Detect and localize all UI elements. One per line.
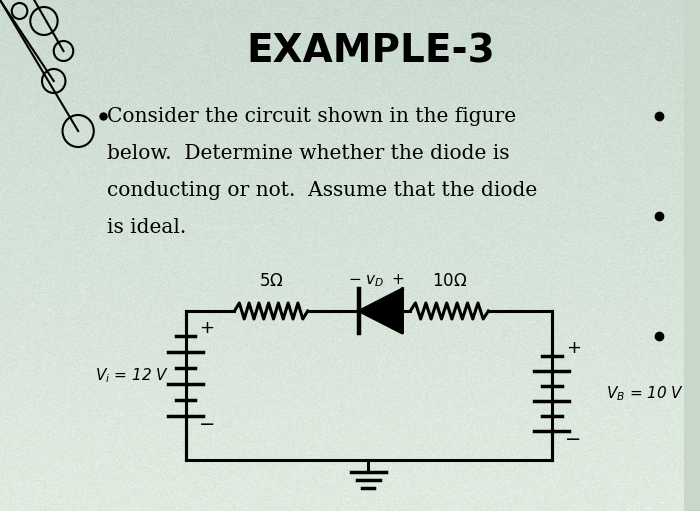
Text: Consider the circuit shown in the figure: Consider the circuit shown in the figure <box>107 106 517 126</box>
Text: −: − <box>565 430 582 449</box>
Polygon shape <box>360 289 402 333</box>
Text: +: + <box>566 339 581 357</box>
Text: EXAMPLE-3: EXAMPLE-3 <box>247 32 496 70</box>
Text: 5$\Omega$: 5$\Omega$ <box>259 272 284 290</box>
Text: $V_i$ = 12 V: $V_i$ = 12 V <box>95 367 169 385</box>
Text: +: + <box>199 319 215 337</box>
Text: conducting or not.  Assume that the diode: conducting or not. Assume that the diode <box>107 180 538 199</box>
Text: below.  Determine whether the diode is: below. Determine whether the diode is <box>107 144 510 162</box>
Text: −: − <box>199 414 216 433</box>
Text: 10$\Omega$: 10$\Omega$ <box>432 272 467 290</box>
Text: $V_B$ = 10 V: $V_B$ = 10 V <box>606 384 684 403</box>
Text: $-\ v_D\ +$: $-\ v_D\ +$ <box>348 273 405 289</box>
Text: is ideal.: is ideal. <box>107 218 187 237</box>
